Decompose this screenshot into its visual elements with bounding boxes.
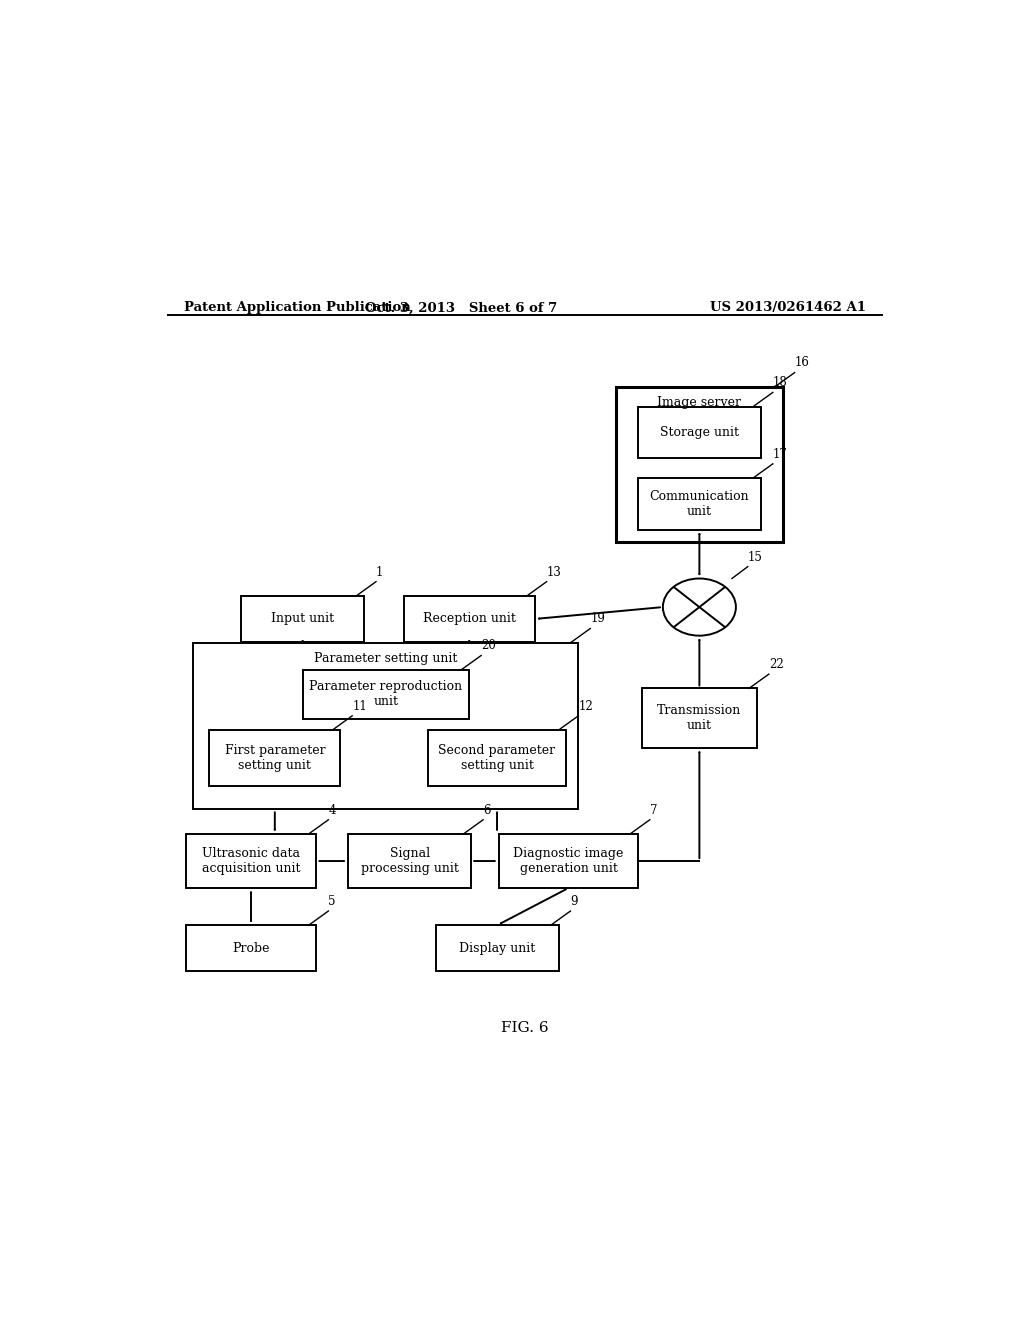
Text: 5: 5 xyxy=(329,895,336,908)
Text: 4: 4 xyxy=(329,804,336,817)
Text: 18: 18 xyxy=(773,376,787,389)
Bar xyxy=(348,834,471,888)
Text: Diagnostic image
generation unit: Diagnostic image generation unit xyxy=(513,847,624,875)
Bar xyxy=(185,834,316,888)
Ellipse shape xyxy=(663,578,736,636)
Text: First parameter
setting unit: First parameter setting unit xyxy=(224,744,326,772)
Text: Image server: Image server xyxy=(657,396,741,409)
Text: Parameter reproduction
unit: Parameter reproduction unit xyxy=(309,680,463,709)
Bar xyxy=(403,595,535,642)
Bar xyxy=(185,925,316,972)
Text: 15: 15 xyxy=(748,552,763,564)
Bar xyxy=(642,689,757,748)
Bar xyxy=(194,643,579,809)
Text: Transmission
unit: Transmission unit xyxy=(657,704,741,733)
Text: Display unit: Display unit xyxy=(459,942,536,954)
Text: 13: 13 xyxy=(547,565,561,578)
Text: FIG. 6: FIG. 6 xyxy=(501,1020,549,1035)
Text: 12: 12 xyxy=(579,700,593,713)
Bar xyxy=(616,387,782,541)
Text: Second parameter
setting unit: Second parameter setting unit xyxy=(438,744,556,772)
Text: 17: 17 xyxy=(773,447,787,461)
Text: Communication
unit: Communication unit xyxy=(649,490,750,517)
Text: 7: 7 xyxy=(650,804,657,817)
Text: 19: 19 xyxy=(590,612,605,626)
Bar xyxy=(499,834,638,888)
Bar xyxy=(638,478,761,529)
Text: Storage unit: Storage unit xyxy=(659,426,739,440)
Text: Reception unit: Reception unit xyxy=(423,612,516,626)
Text: Patent Application Publication: Patent Application Publication xyxy=(183,301,411,314)
Text: 6: 6 xyxy=(483,804,490,817)
Text: 1: 1 xyxy=(376,565,383,578)
Text: Input unit: Input unit xyxy=(271,612,334,626)
Text: Oct. 3, 2013   Sheet 6 of 7: Oct. 3, 2013 Sheet 6 of 7 xyxy=(366,301,557,314)
Text: Ultrasonic data
acquisition unit: Ultrasonic data acquisition unit xyxy=(202,847,300,875)
Bar xyxy=(428,730,566,785)
Bar xyxy=(241,595,365,642)
Bar xyxy=(435,925,558,972)
Bar xyxy=(209,730,340,785)
Text: 20: 20 xyxy=(481,639,496,652)
Bar xyxy=(638,407,761,458)
Text: 11: 11 xyxy=(352,700,367,713)
Text: 9: 9 xyxy=(570,895,578,908)
Text: Probe: Probe xyxy=(232,942,269,954)
Text: US 2013/0261462 A1: US 2013/0261462 A1 xyxy=(710,301,866,314)
Text: Signal
processing unit: Signal processing unit xyxy=(360,847,459,875)
Text: 16: 16 xyxy=(795,356,810,370)
Text: 22: 22 xyxy=(769,657,783,671)
Bar xyxy=(303,669,469,719)
Text: Parameter setting unit: Parameter setting unit xyxy=(314,652,458,665)
